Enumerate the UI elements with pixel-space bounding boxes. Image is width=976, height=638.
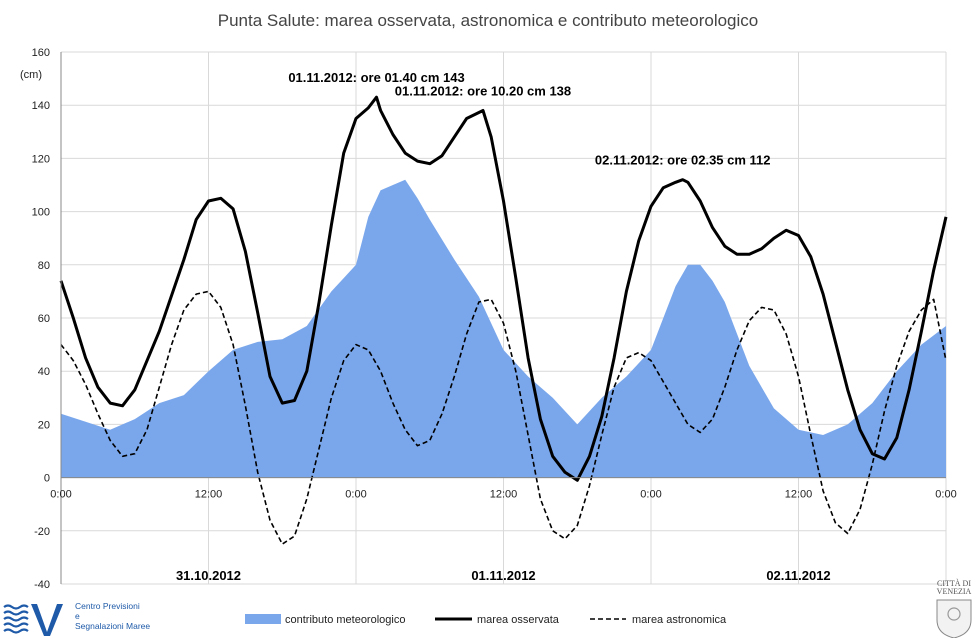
chart-title: Punta Salute: marea osservata, astronomi… [218,11,759,30]
logo-line-2: e [75,611,80,621]
x-tick-label: 0:00 [640,489,661,501]
y-tick-label: 120 [32,153,50,165]
date-label: 01.11.2012 [471,568,535,583]
series-line-observed [59,95,948,482]
tide-lines-layer [59,95,948,545]
cpsm-logo: Centro Previsioni e Segnalazioni Maree [3,601,150,636]
crest-line-1: CITTÀ DI [937,578,971,588]
legend-label-observed: marea osservata [477,614,560,626]
y-tick-label: 100 [32,207,50,219]
y-tick-label: 140 [32,100,50,112]
y-tick-label: 160 [32,47,50,59]
gridlines [60,51,947,585]
date-label: 02.11.2012 [766,568,830,583]
y-tick-label: 60 [38,313,50,325]
y-tick-label: 20 [38,419,50,431]
x-tick-label: 12:00 [785,489,813,501]
peak-annotation: 01.11.2012: ore 01.40 cm 143 [288,70,464,85]
y-tick-label: 80 [38,260,50,272]
x-tick-label: 0:00 [50,489,71,501]
y-tick-label: 0 [44,473,50,485]
legend-swatch-meteo [245,614,281,624]
logo-v-icon [31,604,63,636]
peak-annotation: 01.11.2012: ore 10.20 cm 138 [395,84,571,99]
crest-shield-icon [936,599,972,638]
legend-label-meteo: contributo meteorologico [285,614,405,626]
y-tick-label: -20 [34,526,50,538]
x-tick-label: 12:00 [490,489,518,501]
annotations: 01.11.2012: ore 01.40 cm 14301.11.2012: … [176,70,831,583]
y-tick-label: 40 [38,366,50,378]
legend: contributo meteorologico marea osservata… [245,614,727,626]
axes [60,52,946,584]
venezia-crest: CITTÀ DI VENEZIA [936,578,972,638]
y-tick-label: -40 [34,579,50,591]
crest-lion-icon [947,607,961,621]
axis-labels: -40 -20 0 20 40 60 80 100 120 140 160 0:00 12:00 0:00… [32,47,957,591]
x-tick-label: 12:00 [195,489,223,501]
y-axis-unit: (cm) [20,69,42,81]
date-label: 31.10.2012 [176,568,241,583]
logo-line-3: Segnalazioni Maree [75,621,150,631]
x-tick-label: 0:00 [345,489,366,501]
x-tick-label: 0:00 [935,489,956,501]
logo-line-1: Centro Previsioni [75,601,140,611]
crest-line-2: VENEZIA [937,587,972,596]
peak-annotation: 02.11.2012: ore 02.35 cm 112 [595,153,771,168]
logo-wave-icon [3,604,29,634]
series-line-astronomical [60,290,947,545]
legend-label-astronomical: marea astronomica [632,614,727,626]
